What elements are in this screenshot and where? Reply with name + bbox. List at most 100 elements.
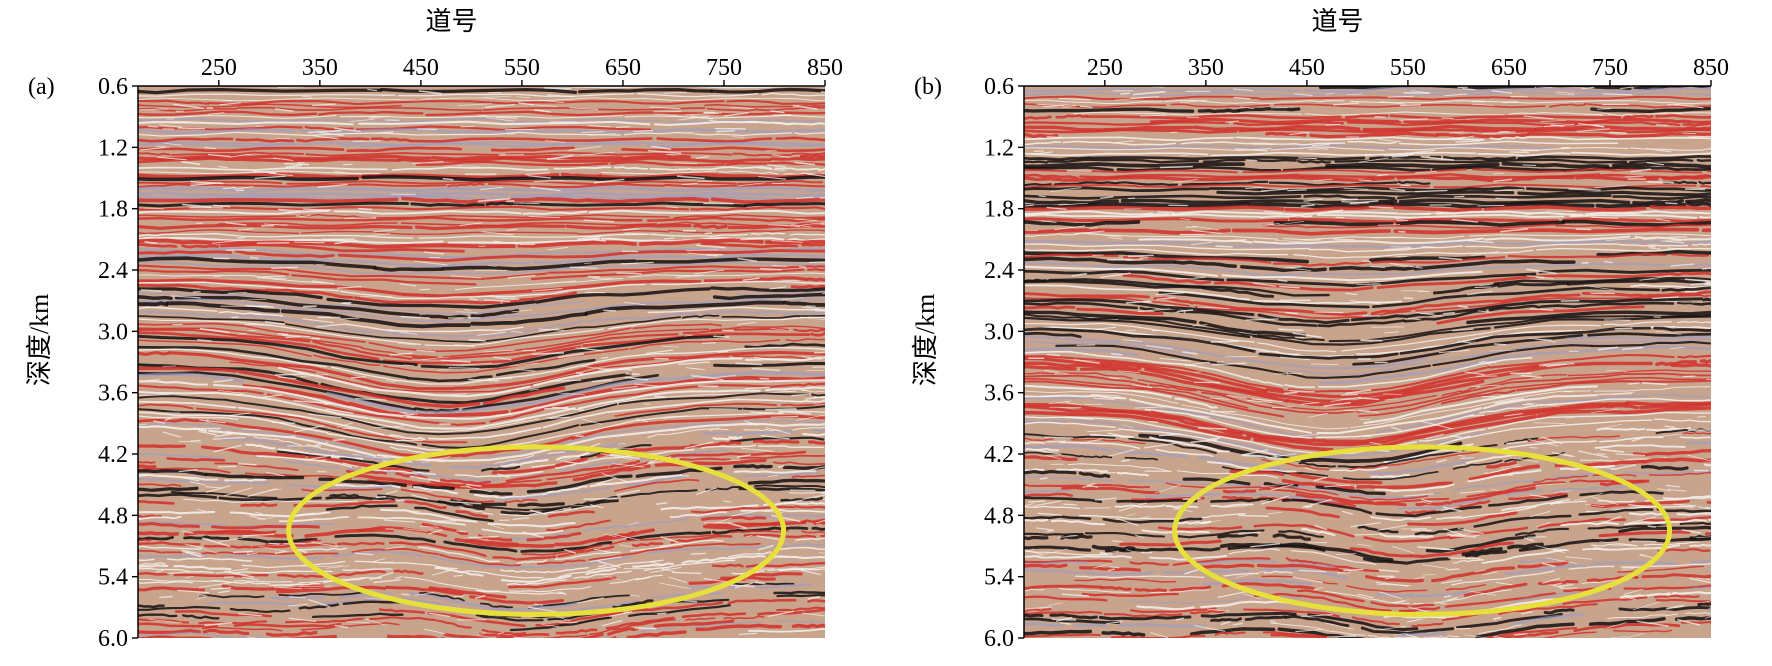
noise-wiggle (1046, 136, 1064, 139)
reflector (1444, 592, 1557, 608)
noise-wiggle (1474, 569, 1486, 573)
noise-wiggle (1681, 529, 1702, 534)
noise-wiggle (399, 332, 418, 335)
reflector (1369, 255, 1486, 263)
reflector (1634, 235, 1711, 241)
noise-wiggle (1118, 502, 1147, 512)
noise-wiggle (1639, 553, 1654, 559)
reflector (782, 464, 825, 470)
noise-wiggle (1325, 92, 1335, 95)
reflector (1724, 94, 1725, 96)
reflector (1395, 220, 1565, 228)
noise-wiggle (1403, 493, 1434, 497)
reflector (233, 622, 342, 628)
reflector (1024, 441, 1045, 445)
reflector (744, 342, 825, 349)
noise-wiggle (238, 332, 247, 335)
noise-wiggle (1708, 592, 1711, 594)
reflector (723, 615, 765, 620)
noise-wiggle (1706, 497, 1711, 499)
noise-wiggle (1493, 635, 1507, 638)
reflector (1397, 180, 1431, 185)
noise-wiggle (1584, 113, 1611, 116)
reflector (572, 464, 651, 482)
noise-wiggle (213, 275, 223, 278)
noise-wiggle (1287, 189, 1307, 192)
noise-wiggle (465, 486, 492, 493)
reflector (330, 363, 592, 385)
noise-wiggle (771, 514, 801, 523)
noise-wiggle (1553, 582, 1563, 586)
noise-wiggle (1647, 180, 1675, 184)
noise-wiggle (1094, 497, 1117, 501)
reflector (1699, 359, 1711, 364)
reflector (1566, 335, 1711, 340)
reflector (207, 100, 509, 106)
reflector (1514, 591, 1588, 603)
reflector (258, 187, 481, 193)
reflector (336, 541, 385, 546)
reflector (221, 584, 325, 591)
noise-wiggle (302, 208, 332, 211)
noise-wiggle (1336, 553, 1356, 555)
reflector (166, 557, 253, 562)
noise-wiggle (1502, 100, 1518, 104)
reflector (237, 537, 318, 544)
reflector (1363, 385, 1598, 425)
reflector (711, 528, 744, 535)
noise-wiggle (544, 87, 572, 90)
noise-wiggle (1574, 492, 1603, 501)
reflector (1024, 213, 1261, 218)
noise-wiggle (1145, 344, 1173, 350)
noise-wiggle (156, 156, 187, 161)
reflector (1425, 534, 1536, 553)
reflector (1272, 533, 1312, 541)
noise-wiggle (1510, 151, 1530, 154)
noise-wiggle (608, 611, 633, 617)
noise-wiggle (1631, 436, 1645, 442)
reflector (1701, 228, 1711, 233)
reflector (1670, 271, 1711, 277)
reflector (1465, 243, 1618, 249)
reflector (533, 254, 716, 265)
seismic-section-b: 250 350 450 550 650 750 8500.61.21.82.43.03.64… (911, 7, 1729, 652)
reflector (1498, 603, 1598, 616)
reflector (1699, 377, 1711, 381)
reflector (327, 569, 386, 578)
reflector (415, 160, 609, 167)
noise-wiggle (1313, 476, 1328, 482)
reflector (775, 620, 825, 624)
reflector (1024, 162, 1246, 169)
noise-wiggle (1460, 457, 1474, 460)
reflector (1281, 478, 1355, 490)
reflector (1464, 550, 1508, 558)
noise-wiggle (242, 576, 259, 581)
reflector (507, 100, 725, 105)
noise-wiggle (538, 328, 565, 331)
reflector (479, 602, 514, 609)
reflector (723, 418, 768, 423)
reflector (212, 383, 403, 417)
noise-wiggle (375, 495, 387, 499)
noise-wiggle (182, 476, 200, 482)
reflector (1495, 630, 1559, 638)
reflector (1648, 112, 1711, 115)
noise-wiggle (635, 418, 649, 423)
noise-wiggle (598, 368, 633, 371)
noise-wiggle (1055, 616, 1073, 623)
reflector (1258, 487, 1294, 493)
noise-wiggle (509, 362, 539, 367)
reflector (1388, 146, 1629, 151)
reflector (420, 334, 725, 370)
reflector (361, 174, 599, 182)
noise-wiggle (1489, 350, 1517, 352)
reflector (1098, 615, 1192, 621)
reflector (1270, 146, 1385, 152)
noise-wiggle (1137, 308, 1171, 313)
noise-wiggle (510, 430, 522, 435)
reflector (1468, 464, 1540, 482)
reflector (709, 87, 825, 94)
reflector (1362, 124, 1538, 132)
reflector (284, 617, 366, 624)
noise-wiggle (1578, 122, 1604, 128)
